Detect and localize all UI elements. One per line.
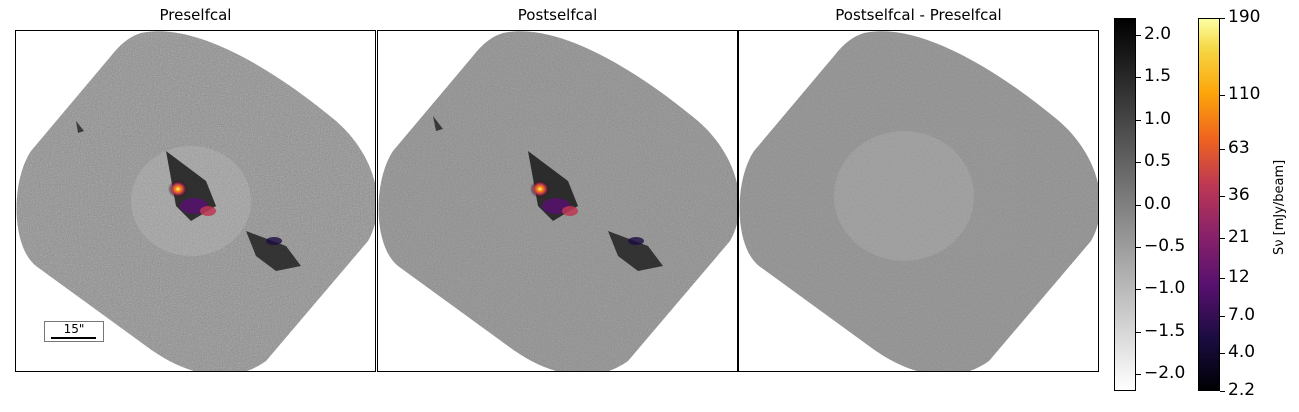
colorbar-gray-tick-mark (1136, 289, 1141, 291)
colorbar-gray-tick-mark (1136, 204, 1141, 206)
panel-title-difference: Postselfcal - Preselfcal (835, 6, 1002, 24)
colorbar-gray-tick-label: 2.0 (1144, 23, 1172, 44)
residual-map-postselfcal (378, 31, 737, 371)
scale-bar: 15" (44, 321, 104, 342)
colorbar-gray-tick-mark (1136, 162, 1141, 164)
image-panel-preselfcal: 15" (15, 30, 376, 372)
colorbar-gray-tick-label: −0.5 (1144, 235, 1186, 256)
colorbar-inferno-tick-mark (1220, 196, 1225, 198)
colorbar-inferno-tick-label: 190 (1228, 7, 1261, 27)
colorbar-inferno-tick-label: 63 (1228, 137, 1250, 158)
colorbar-gray-tick-label: 1.5 (1144, 66, 1172, 87)
colorbar-inferno-label: Sν [mJy/beam] (1272, 159, 1287, 255)
colorbar-inferno-tick-mark (1220, 352, 1225, 354)
residual-map-preselfcal (16, 31, 375, 371)
colorbar-gray-tick-label: −1.0 (1144, 278, 1186, 299)
scale-bar-label: 15" (63, 322, 85, 336)
colorbar-gray-tick-mark (1136, 331, 1141, 333)
panel-title-postselfcal: Postselfcal (517, 6, 598, 24)
colorbar-gray-tick-label: 0.0 (1144, 193, 1172, 214)
colorbar-gray-tick-mark (1136, 77, 1141, 79)
colorbar-inferno-tick-label: 4.0 (1228, 341, 1256, 362)
colorbar-inferno-tick-label: 12 (1228, 267, 1250, 288)
colorbar-inferno-tick-label: 36 (1228, 185, 1250, 206)
colorbar-inferno-tick-mark (1220, 237, 1225, 239)
emission-overlay (168, 180, 282, 245)
colorbar-inferno-tick-label: 2.2 (1228, 380, 1256, 400)
scale-bar-line (51, 337, 96, 339)
colorbar-gray-tick-mark (1136, 246, 1141, 248)
colorbar-gray-tick-label: 0.5 (1144, 151, 1172, 172)
colorbar-gray (1114, 18, 1136, 391)
colorbar-inferno-tick-mark (1220, 391, 1225, 392)
difference-map (739, 31, 1098, 371)
colorbar-inferno (1198, 18, 1220, 391)
colorbar-gray-tick-mark (1136, 119, 1141, 121)
image-panel-postselfcal (377, 30, 738, 372)
colorbar-inferno-tick-mark (1220, 95, 1225, 97)
colorbar-gray-tick-label: −2.0 (1144, 363, 1186, 384)
colorbar-inferno-tick-label: 21 (1228, 226, 1250, 247)
emission-overlay (530, 180, 644, 245)
colorbar-gray-tick-mark (1136, 374, 1141, 376)
colorbar-inferno-tick-mark (1220, 278, 1225, 280)
colorbar-inferno-tick-mark (1220, 18, 1225, 19)
colorbar-inferno-tick-label: 110 (1228, 84, 1261, 105)
colorbar-gray-tick-label: 1.0 (1144, 108, 1172, 129)
colorbar-inferno-tick-label: 7.0 (1228, 304, 1256, 325)
colorbar-gray-tick-label: −1.5 (1144, 320, 1186, 341)
colorbar-inferno-tick-mark (1220, 148, 1225, 150)
panel-title-preselfcal: Preselfcal (159, 6, 232, 24)
image-panel-difference (738, 30, 1099, 372)
colorbar-gray-tick-mark (1136, 34, 1141, 36)
colorbar-inferno-tick-mark (1220, 315, 1225, 317)
